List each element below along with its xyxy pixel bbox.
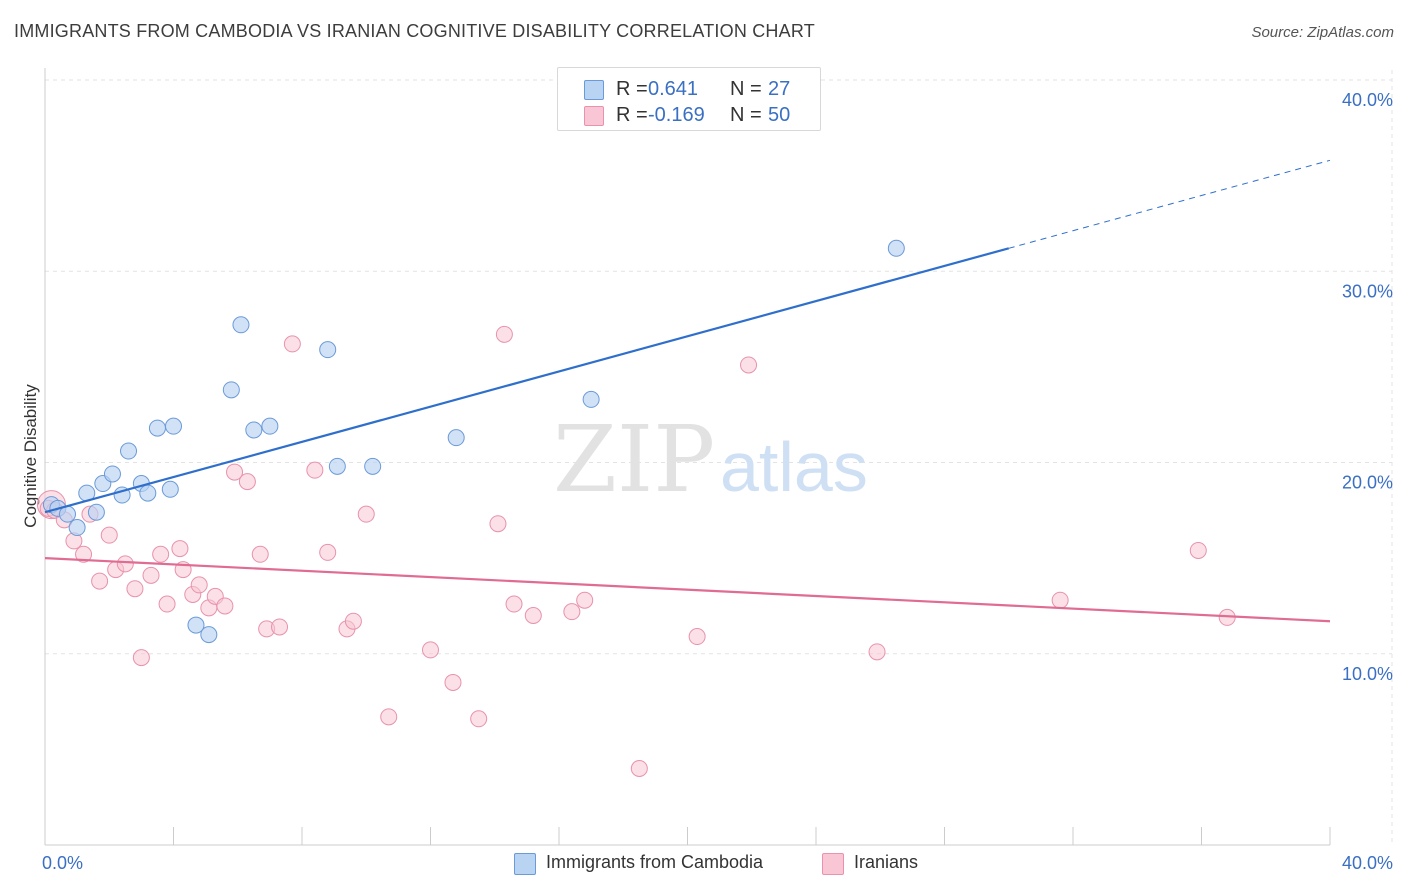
legend-n-value: 27	[768, 78, 791, 100]
cambodia-point	[245, 421, 263, 439]
cambodia-point	[139, 484, 157, 502]
axes	[44, 68, 1331, 846]
iranians-point	[1051, 591, 1069, 609]
cambodia-point	[232, 316, 250, 334]
iranians-point	[576, 591, 594, 609]
iranians-point	[524, 607, 542, 624]
legend-n-label: N =	[730, 78, 762, 100]
cambodia-point	[103, 465, 121, 483]
cambodia-point	[161, 480, 179, 498]
iranians-point	[319, 543, 337, 561]
iranians-point	[505, 595, 523, 613]
legend-swatch-cambodia	[514, 853, 536, 875]
legend-label-iranians: Iranians	[854, 852, 919, 872]
cambodia-point	[148, 419, 166, 437]
legend-r-label: R =	[616, 78, 648, 100]
x-tick-labels: 0.0% 40.0%	[42, 853, 1393, 873]
iranians-point	[344, 612, 362, 630]
iranians-points	[36, 325, 1236, 777]
source-label: Source: ZipAtlas.com	[1251, 24, 1394, 41]
y-tick-label: 10.0%	[1342, 664, 1393, 684]
iranians-trend-line	[44, 557, 1331, 623]
iranians-point	[306, 461, 324, 479]
cambodia-point	[120, 442, 138, 460]
iranians-point	[152, 545, 170, 563]
cambodia-point	[261, 417, 279, 435]
y-axis-label: Cognitive Disability	[21, 384, 40, 528]
y-tick-labels: 10.0% 20.0% 30.0% 40.0%	[1342, 90, 1393, 684]
cambodia-point	[165, 417, 182, 435]
y-tick-label: 20.0%	[1342, 473, 1393, 493]
iranians-point	[251, 545, 269, 563]
iranians-point	[489, 515, 507, 533]
legend-r-label: R =	[616, 104, 648, 126]
trend-lines	[44, 159, 1331, 623]
iranians-point	[868, 643, 886, 661]
iranians-point	[91, 572, 109, 590]
iranians-point	[422, 641, 439, 659]
legend-n-value: 50	[768, 104, 791, 126]
iranians-point	[126, 580, 144, 598]
legend-swatch-iranians	[584, 106, 604, 126]
iranians-point	[171, 540, 189, 558]
watermark-atlas: atlas	[720, 428, 868, 506]
x-tick-label: 0.0%	[42, 853, 83, 873]
cambodia-points	[42, 239, 905, 644]
correlation-legend: R = 0.641 N = 27 R = -0.169 N = 50	[557, 67, 821, 131]
iranians-point	[740, 356, 758, 374]
cambodia-point	[200, 626, 218, 644]
cambodia-point	[319, 341, 337, 359]
iranians-point	[75, 545, 93, 563]
iranians-point	[190, 576, 208, 594]
iranians-point	[630, 760, 648, 777]
cambodia-point	[328, 457, 346, 475]
legend-swatch-cambodia	[584, 80, 604, 100]
cambodia-trend-extension	[1008, 159, 1331, 249]
legend-label-cambodia: Immigrants from Cambodia	[546, 852, 764, 872]
iranians-point	[444, 673, 462, 691]
y-tick-label: 40.0%	[1342, 90, 1393, 110]
iranians-point	[495, 325, 513, 343]
legend-r-value: 0.641	[648, 78, 699, 100]
legend-swatch-iranians	[822, 853, 844, 875]
iranians-point	[216, 597, 234, 615]
iranians-point	[470, 710, 488, 728]
legend-r-value: -0.169	[648, 104, 705, 126]
iranians-point	[380, 708, 398, 726]
x-tick-label: 40.0%	[1342, 853, 1393, 873]
cambodia-point	[582, 390, 600, 408]
iranians-point	[132, 649, 150, 667]
iranians-point	[226, 463, 244, 481]
legend-row-iranians: R = -0.169 N = 50	[558, 102, 820, 130]
iranians-point	[238, 473, 256, 491]
legend-n-label: N =	[730, 104, 762, 126]
cambodia-trend-line	[44, 247, 1010, 514]
y-tick-label: 30.0%	[1342, 281, 1393, 301]
grid-lines	[45, 70, 1393, 845]
cambodia-point	[87, 503, 105, 521]
cambodia-point	[364, 457, 382, 475]
iranians-point	[283, 335, 301, 353]
legend-row-cambodia: R = 0.641 N = 27	[558, 76, 820, 104]
cambodia-point	[447, 429, 465, 447]
iranians-point	[1189, 541, 1207, 559]
cambodia-point	[68, 519, 86, 537]
iranians-point	[100, 526, 118, 544]
iranians-point	[271, 618, 289, 636]
iranians-point	[116, 555, 134, 573]
chart-title: IMMIGRANTS FROM CAMBODIA VS IRANIAN COGN…	[14, 21, 815, 41]
cambodia-point	[887, 239, 905, 257]
cambodia-point	[187, 616, 205, 634]
watermark-zip: ZIP	[553, 406, 715, 513]
iranians-point	[142, 566, 160, 584]
iranians-point	[688, 628, 706, 646]
iranians-point	[158, 595, 176, 613]
cambodia-point	[222, 381, 240, 399]
iranians-point	[563, 603, 581, 621]
iranians-point	[357, 505, 375, 523]
